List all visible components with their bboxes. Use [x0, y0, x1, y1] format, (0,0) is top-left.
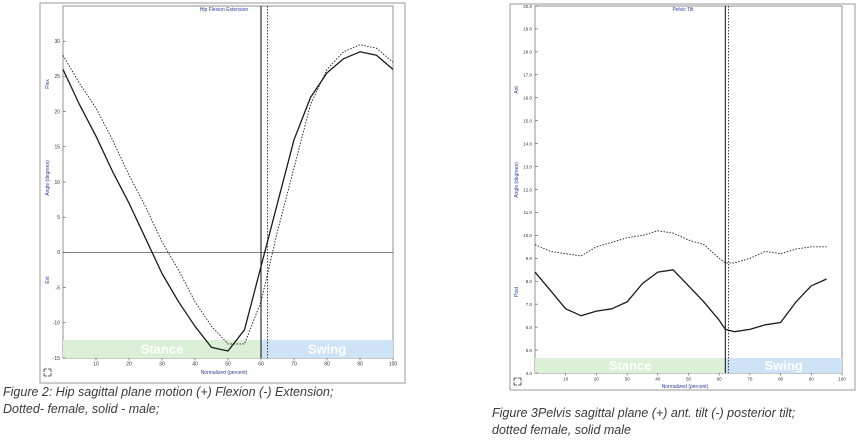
- phase-band: [261, 340, 393, 358]
- y-axis-label-top: Ant: [514, 86, 520, 94]
- x-tick-label: 20: [594, 377, 600, 382]
- x-tick-label: 50: [225, 362, 231, 368]
- caption-line: Figure 2: Hip sagittal plane motion (+) …: [3, 385, 334, 399]
- dotted-series-line: [62, 44, 394, 345]
- y-tick-label: 30: [54, 39, 60, 45]
- x-tick-label: 40: [655, 377, 661, 382]
- y-tick-label: 19.0: [523, 27, 532, 32]
- x-tick-label: 30: [625, 377, 631, 382]
- phase-label: Stance: [141, 342, 184, 357]
- y-axis-label-top: Flex: [45, 79, 51, 89]
- solid-series-line: [534, 269, 827, 333]
- y-tick-label: 4.0: [526, 371, 533, 376]
- y-tick-label: 5.0: [526, 348, 533, 353]
- y-tick-label: 15.0: [523, 118, 532, 123]
- y-tick-label: 11.0: [524, 210, 533, 215]
- y-axis-label: Angle (degrees): [514, 162, 520, 198]
- x-tick-label: 90: [809, 377, 815, 382]
- x-tick-label: 90: [357, 362, 363, 368]
- caption-line: Figure 3Pelvis sagittal plane (+) ant. t…: [492, 406, 796, 420]
- x-tick-label: 70: [747, 377, 753, 382]
- y-tick-label: 7.0: [526, 302, 533, 307]
- y-tick-label: 10: [54, 180, 60, 186]
- y-tick-label: 15: [54, 145, 60, 151]
- x-tick-label: 100: [838, 377, 846, 382]
- x-tick-label: 10: [563, 377, 569, 382]
- y-tick-label: 20: [54, 109, 60, 115]
- x-tick-label: 40: [192, 362, 198, 368]
- phase-band: [63, 340, 261, 358]
- y-tick-label: 18.0: [523, 50, 532, 55]
- figure-3-caption: Figure 3Pelvis sagittal plane (+) ant. t…: [492, 405, 858, 439]
- x-tick-label: 20: [126, 362, 132, 368]
- caption-line: Dotted- female, solid - male;: [3, 402, 160, 416]
- hip-chart: Hip Flexion Extension Flex Angle (degree…: [39, 2, 406, 384]
- x-tick-label: 60: [258, 362, 264, 368]
- x-tick-label: 80: [324, 362, 330, 368]
- y-tick-label: 16.0: [523, 96, 532, 101]
- y-tick-label: 12.0: [523, 187, 532, 192]
- pelvic-chart: Pelvic Tilt Ant Angle (degrees) Post Nor…: [509, 3, 856, 391]
- x-tick-label: 50: [686, 377, 692, 382]
- x-tick-label: 60: [717, 377, 723, 382]
- y-tick-label: 14.0: [523, 141, 532, 146]
- phase-label: Stance: [609, 358, 652, 373]
- dotted-series-line: [534, 230, 827, 264]
- phase-band: [725, 358, 842, 373]
- y-tick-label: 20.0: [523, 4, 532, 9]
- y-tick-label: 6.0: [526, 325, 533, 330]
- x-tick-label: 30: [159, 362, 165, 368]
- phase-label: Swing: [308, 342, 346, 357]
- phase-band: [535, 358, 726, 373]
- y-tick-label: 0: [57, 250, 60, 256]
- x-tick-label: 100: [389, 362, 398, 368]
- phase-label: Swing: [765, 358, 803, 373]
- x-tick-label: 80: [778, 377, 784, 382]
- x-axis-label: Normalized (percent): [662, 384, 709, 390]
- x-tick-label: 10: [93, 362, 99, 368]
- chart-frame: [509, 3, 856, 391]
- corner-glyph: [43, 368, 52, 377]
- chart-title: Pelvic Tilt: [672, 7, 694, 13]
- y-tick-label: -5: [56, 285, 61, 291]
- x-tick-label: 70: [291, 362, 297, 368]
- chart-frame: [39, 2, 406, 384]
- chart-title: Hip Flexion Extension: [200, 7, 249, 13]
- y-tick-label: -15: [53, 356, 60, 362]
- caption-line: dotted female, solid male: [492, 423, 631, 437]
- y-tick-label: 8.0: [526, 279, 533, 284]
- y-axis-label-bottom: Ext: [45, 276, 51, 284]
- y-tick-label: 5: [57, 215, 60, 221]
- y-tick-label: 9.0: [526, 256, 533, 261]
- solid-series-line: [62, 51, 394, 352]
- x-axis-label: Normalized (percent): [201, 370, 248, 376]
- y-axis-label: Angle (degrees): [45, 160, 51, 196]
- corner-glyph: [513, 377, 522, 386]
- y-tick-label: 25: [54, 74, 60, 80]
- figure-2-caption: Figure 2: Hip sagittal plane motion (+) …: [3, 384, 403, 418]
- y-axis-label-bottom: Post: [514, 286, 520, 297]
- y-tick-label: -10: [53, 321, 60, 327]
- y-tick-label: 13.0: [523, 164, 532, 169]
- y-tick-label: 10.0: [523, 233, 532, 238]
- y-tick-label: 17.0: [523, 73, 532, 78]
